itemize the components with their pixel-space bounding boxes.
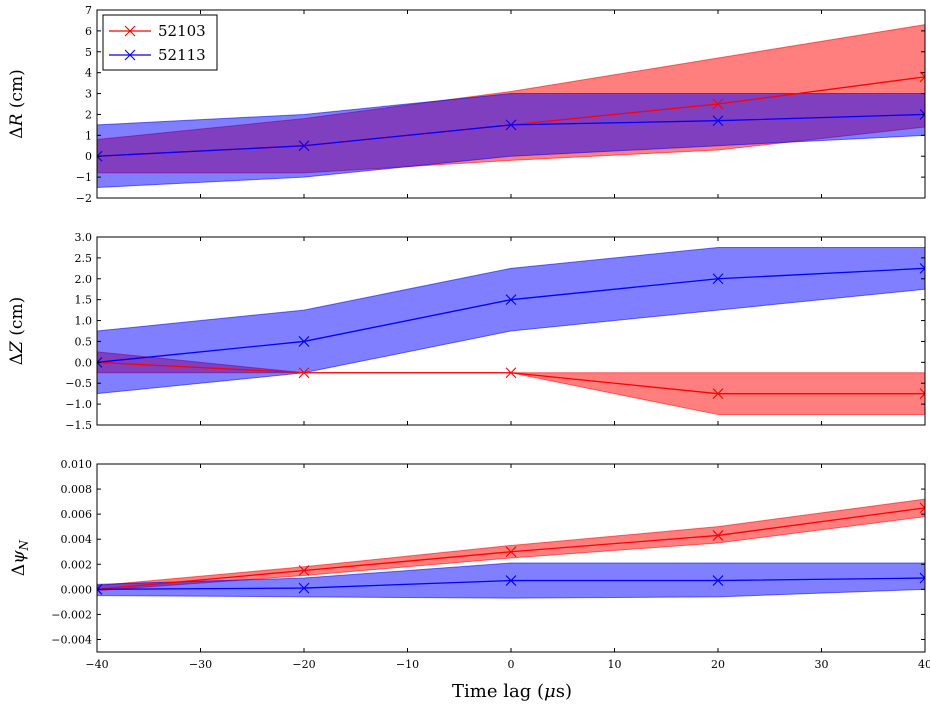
y-tick-label: 0.5	[75, 335, 93, 348]
data-point	[505, 546, 517, 558]
data-point	[505, 575, 517, 586]
y-tick-label: 5	[85, 46, 92, 59]
y-tick-label: 2.5	[75, 252, 93, 265]
x-tick-label: 30	[815, 658, 829, 671]
y-tick-label: −2	[76, 192, 92, 205]
data-point	[919, 71, 925, 83]
data-point	[298, 336, 310, 347]
data-point	[919, 502, 925, 514]
series-group	[97, 246, 925, 416]
x-tick-label: −30	[189, 658, 212, 671]
data-point	[712, 575, 724, 586]
y-tick-label: 2.0	[75, 273, 93, 286]
data-point	[298, 565, 310, 576]
x-tick-label: 0	[508, 658, 515, 671]
confidence-band-52113	[97, 246, 925, 395]
data-point	[919, 572, 925, 584]
data-point	[712, 115, 724, 127]
legend: 52103 52113	[102, 14, 218, 71]
y-tick-label: 0.002	[61, 558, 93, 571]
dz-panel: −1.5 −1.0 −0.5 0.0 0.5 1.0 1.5 2.0 2.5 3.0 ΔZ (cm)	[7, 231, 926, 432]
y-tick-label: 0.004	[61, 533, 93, 546]
legend-box	[102, 14, 218, 71]
y-tick-label: 3	[85, 88, 92, 101]
data-point	[919, 109, 925, 120]
y-axis-label: ΔψN	[9, 539, 31, 576]
x-tick-label: 40	[918, 658, 930, 671]
data-point	[712, 273, 724, 285]
y-axis-label: ΔR (cm)	[7, 69, 27, 138]
confidence-band-52113	[97, 93, 925, 189]
data-point	[919, 388, 925, 400]
dr-panel: −2 −1 0 1 2 3 4 5 6 7 ΔR (cm) 52103 52113	[7, 4, 926, 205]
y-tick-label: 6	[85, 25, 92, 38]
x-axis-label: Time lag (μs)	[452, 681, 572, 702]
y-tick-label: −0.002	[51, 608, 92, 621]
data-point	[298, 367, 310, 379]
x-tick-label: −20	[292, 658, 315, 671]
data-point	[97, 356, 103, 368]
y-tick-label: 1.5	[75, 294, 93, 307]
data-point	[505, 367, 517, 379]
x-tick-label: −10	[396, 658, 419, 671]
legend-marker	[124, 49, 136, 61]
x-tick-label: 10	[608, 658, 622, 671]
y-tick-label: 0.000	[61, 583, 93, 596]
data-point	[712, 98, 724, 110]
x-tick-label: −40	[85, 658, 108, 671]
y-tick-label: 3.0	[75, 231, 93, 244]
data-point	[298, 582, 310, 594]
legend-label-52113: 52113	[158, 46, 206, 64]
data-point	[505, 294, 517, 306]
data-point	[97, 150, 103, 162]
y-axis-label: ΔZ (cm)	[7, 297, 27, 365]
y-tick-label: 2	[85, 108, 92, 121]
data-point	[505, 119, 517, 131]
series-group	[97, 24, 925, 189]
y-tick-label: 7	[85, 4, 92, 17]
y-tick-label: 1	[85, 129, 92, 142]
y-tick-label: −1.0	[65, 398, 92, 411]
data-point	[97, 583, 103, 595]
y-tick-label: −1	[76, 171, 92, 184]
y-tick-label: −0.5	[65, 377, 92, 390]
data-point	[919, 262, 925, 274]
y-tick-label: 0.010	[61, 458, 93, 471]
data-point	[298, 140, 310, 152]
y-tick-label: 0	[85, 150, 92, 163]
series-group	[97, 498, 925, 599]
y-tick-label: 4	[85, 67, 92, 80]
legend-label-52103: 52103	[158, 22, 206, 40]
y-tick-label: 0.006	[61, 508, 93, 521]
dpsi-panel: −0.004 −0.002 0.000 0.002 0.004 0.006 0.008 0.0…	[9, 458, 930, 671]
y-tick-label: 1.0	[75, 315, 93, 328]
data-point	[712, 530, 724, 541]
y-tick-label: 0.0	[75, 356, 93, 369]
y-tick-label: −1.5	[65, 419, 92, 432]
y-tick-label: 0.008	[61, 483, 93, 496]
y-tick-label: −0.004	[51, 633, 92, 646]
data-point	[712, 388, 724, 400]
legend-marker	[124, 25, 136, 37]
x-tick-label: 20	[711, 658, 725, 671]
